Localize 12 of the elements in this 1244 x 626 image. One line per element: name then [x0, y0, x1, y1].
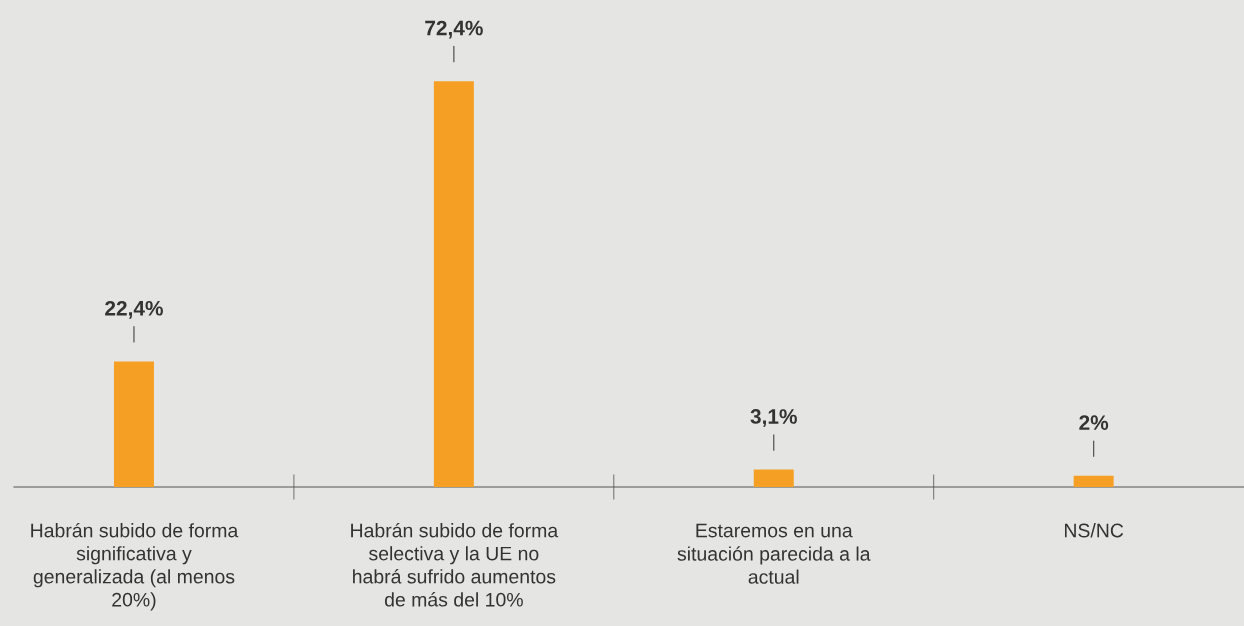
- x-tick-label: Habrán subido de forma selectiva y la UE no habrá sufrido aumentos de más del 10%: [351, 522, 559, 607]
- bar: [1073, 475, 1114, 487]
- data-label: 3,1%: [750, 409, 797, 427]
- x-tick-label: Estaremos en una situación parecida a la actual: [677, 523, 871, 584]
- bar: [113, 361, 154, 487]
- x-tick-label: Habrán subido de forma significativa y generalizada (al menos 20%): [31, 522, 239, 611]
- x-tick-label: NS/NC: [1064, 523, 1124, 538]
- bar: [753, 469, 794, 487]
- data-label: 22,4%: [105, 300, 163, 319]
- data-label: 72,4%: [425, 20, 483, 39]
- data-label: 2%: [1079, 415, 1109, 430]
- bar: [433, 81, 474, 487]
